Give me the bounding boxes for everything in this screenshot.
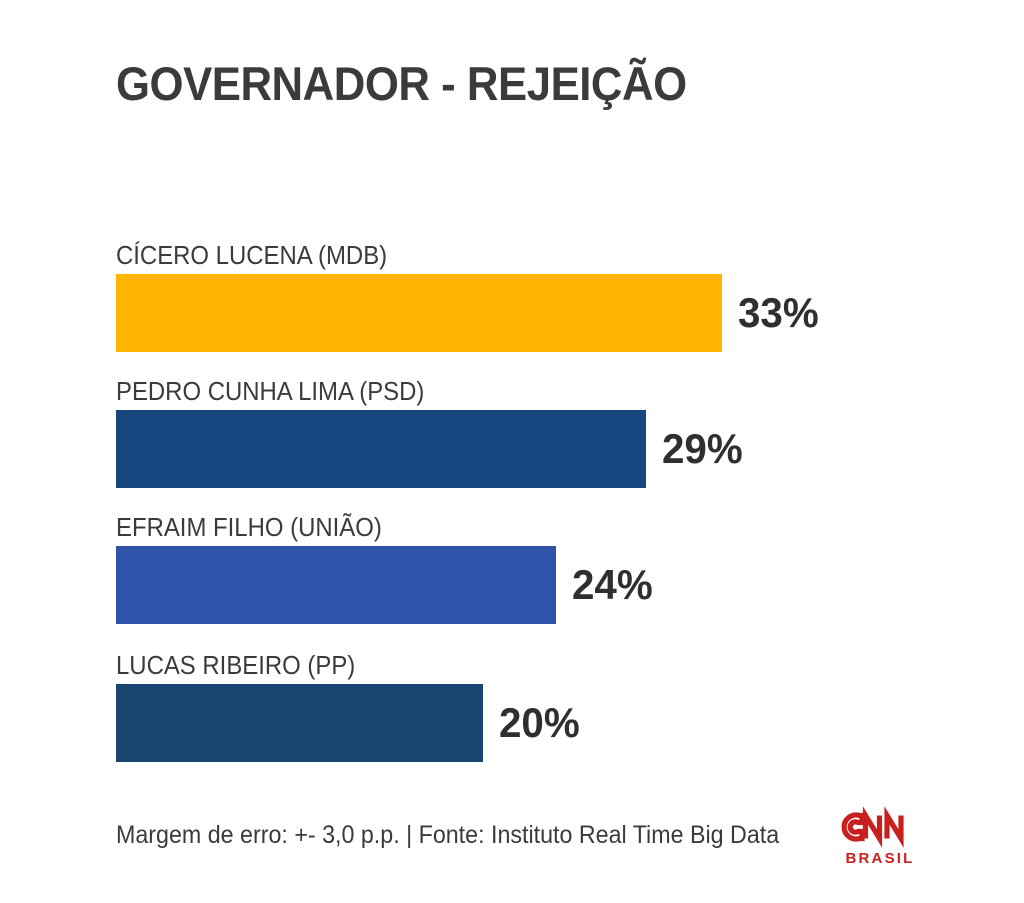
bar-value-1: 33%: [738, 289, 819, 336]
bar-rect-lucas-ribeiro: [116, 684, 483, 762]
bar-value-3: 24%: [572, 561, 653, 608]
bar-label-4: LUCAS RIBEIRO (PP): [116, 650, 356, 680]
bar-group-3: EFRAIM FILHO (UNIÃO) 24%: [116, 512, 656, 624]
bar-label-3: EFRAIM FILHO (UNIÃO): [116, 512, 382, 542]
bar-group-2: PEDRO CUNHA LIMA (PSD) 29%: [116, 376, 746, 488]
cnn-logo-wordmark: BRASIL: [845, 850, 915, 867]
bar-label-1: CÍCERO LUCENA (MDB): [116, 240, 388, 270]
bar-label-2: PEDRO CUNHA LIMA (PSD): [116, 376, 425, 406]
bar-value-4: 20%: [499, 699, 580, 746]
bar-rect-pedro-cunha-lima: [116, 410, 646, 488]
bar-row-3: 24%: [116, 546, 656, 624]
bar-row-1: 33%: [116, 274, 822, 352]
bar-row-2: 29%: [116, 410, 746, 488]
bar-row-4: 20%: [116, 684, 583, 762]
cnn-brasil-logo: BRASIL: [832, 806, 928, 868]
bar-rect-cicero-lucena: [116, 274, 722, 352]
bar-rect-efraim-filho: [116, 546, 556, 624]
footnote-text: Margem de erro: +- 3,0 p.p. | Fonte: Ins…: [116, 821, 780, 849]
bar-value-2: 29%: [662, 425, 743, 472]
page-title: GOVERNADOR - REJEIÇÃO: [116, 57, 687, 110]
bar-group-4: LUCAS RIBEIRO (PP) 20%: [116, 650, 583, 762]
cnn-logo-icon: [841, 806, 904, 848]
vertical-scrollbar-track[interactable]: [1004, 0, 1024, 903]
bar-group-1: CÍCERO LUCENA (MDB) 33%: [116, 240, 822, 352]
